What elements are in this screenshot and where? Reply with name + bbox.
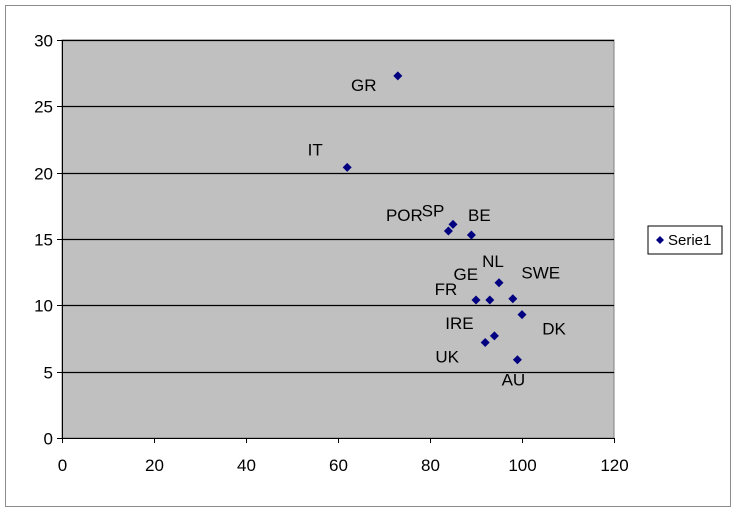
point-label-swe: SWE — [521, 264, 560, 283]
data-point-fr — [471, 295, 481, 305]
x-tick-label-100: 100 — [508, 456, 536, 475]
data-point-por — [443, 226, 453, 236]
point-label-uk: UK — [435, 347, 459, 366]
data-point-ge — [485, 295, 495, 305]
point-label-ge: GE — [454, 265, 479, 284]
gridlines — [62, 39, 614, 374]
y-tick-label-25: 25 — [34, 98, 53, 117]
y-tick-label-30: 30 — [34, 32, 53, 51]
point-label-ire: IRE — [445, 314, 473, 333]
data-point-ire — [489, 331, 499, 341]
data-point-au — [512, 355, 522, 365]
point-label-nl: NL — [482, 252, 504, 271]
x-tick-label-20: 20 — [145, 456, 164, 475]
y-tick-label-10: 10 — [34, 297, 53, 316]
data-point-dk — [517, 310, 527, 320]
data-point-sp — [448, 219, 458, 229]
data-point-it — [342, 162, 352, 172]
x-tick-label-80: 80 — [421, 456, 440, 475]
y-tick-label-5: 5 — [44, 364, 53, 383]
point-label-fr: FR — [435, 280, 458, 299]
y-tick-label-20: 20 — [34, 165, 53, 184]
data-point-swe — [508, 294, 518, 304]
point-label-gr: GR — [351, 76, 377, 95]
point-label-au: AU — [502, 371, 526, 390]
point-label-it: IT — [308, 140, 323, 159]
data-point-nl — [494, 278, 504, 288]
point-label-sp: SP — [422, 201, 445, 220]
legend-label-serie1: Serie1 — [668, 232, 711, 249]
x-tick-label-60: 60 — [329, 456, 348, 475]
data-point-be — [466, 230, 476, 240]
axes: 0 5 10 15 20 25 30 0 20 40 60 80 100 120 — [34, 32, 629, 476]
y-tick-label-0: 0 — [44, 430, 53, 449]
y-tick-label-15: 15 — [34, 231, 53, 250]
legend: Serie1 — [647, 225, 723, 255]
legend-marker-serie1 — [656, 236, 664, 244]
point-label-be: BE — [468, 206, 491, 225]
point-label-por: POR — [386, 206, 423, 225]
x-tick-label-120: 120 — [600, 456, 628, 475]
x-tick-label-0: 0 — [58, 456, 67, 475]
data-points — [342, 71, 527, 365]
data-point-gr — [393, 71, 403, 81]
x-tick-label-40: 40 — [237, 456, 256, 475]
data-point-uk — [480, 337, 490, 347]
point-label-dk: DK — [542, 320, 566, 339]
